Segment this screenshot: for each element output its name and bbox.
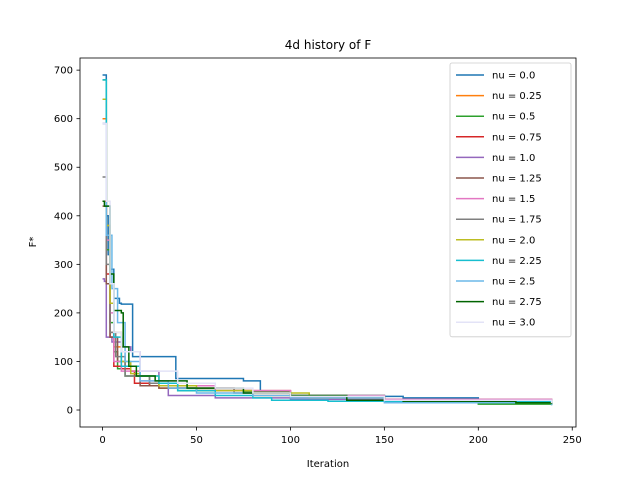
legend-label-11: nu = 2.75 <box>492 297 542 308</box>
y-tick-label-5: 500 <box>54 163 73 174</box>
axes-frame <box>79 57 577 428</box>
legend-label-1: nu = 0.25 <box>492 91 542 102</box>
legend-label-5: nu = 1.25 <box>492 174 542 185</box>
x-tick-label-5: 250 <box>563 435 582 446</box>
x-tick-label-1: 50 <box>190 435 203 446</box>
x-tick-label-4: 200 <box>469 435 488 446</box>
y-tick-label-1: 100 <box>54 357 73 368</box>
legend-label-4: nu = 1.0 <box>492 153 535 164</box>
series-line-12 <box>102 122 553 404</box>
y-axis-label: F* <box>28 237 39 248</box>
legend-label-0: nu = 0.0 <box>492 71 535 82</box>
chart-title: 4d history of F <box>285 38 372 52</box>
y-tick-label-4: 400 <box>54 211 73 222</box>
legend-label-6: nu = 1.5 <box>492 194 535 205</box>
legend-label-10: nu = 2.5 <box>492 277 535 288</box>
legend-label-12: nu = 3.0 <box>492 318 535 329</box>
axes: 0 50 100 150 200 250 0 100 200 300 400 500 600 700 <box>54 57 582 446</box>
legend-label-8: nu = 2.0 <box>492 235 535 246</box>
x-tick-label-2: 100 <box>281 435 300 446</box>
y-tick-label-0: 0 <box>67 406 73 417</box>
plot-area <box>102 74 553 406</box>
x-tick-label-0: 0 <box>99 435 105 446</box>
x-tick-label-3: 150 <box>375 435 394 446</box>
legend-label-2: nu = 0.5 <box>492 112 535 123</box>
y-tick-label-6: 600 <box>54 114 73 125</box>
legend-label-9: nu = 2.25 <box>492 256 542 267</box>
y-tick-label-2: 200 <box>54 308 73 319</box>
y-tick-label-7: 700 <box>54 66 73 77</box>
legend-label-7: nu = 1.75 <box>492 215 542 226</box>
x-axis-label: Iteration <box>307 459 349 470</box>
y-tick-label-3: 300 <box>54 260 73 271</box>
legend: nu = 0.0 nu = 0.25 nu = 0.5 nu = 0.75 nu = 1… <box>449 62 572 338</box>
legend-label-3: nu = 0.75 <box>492 132 542 143</box>
legend-box <box>449 62 572 338</box>
